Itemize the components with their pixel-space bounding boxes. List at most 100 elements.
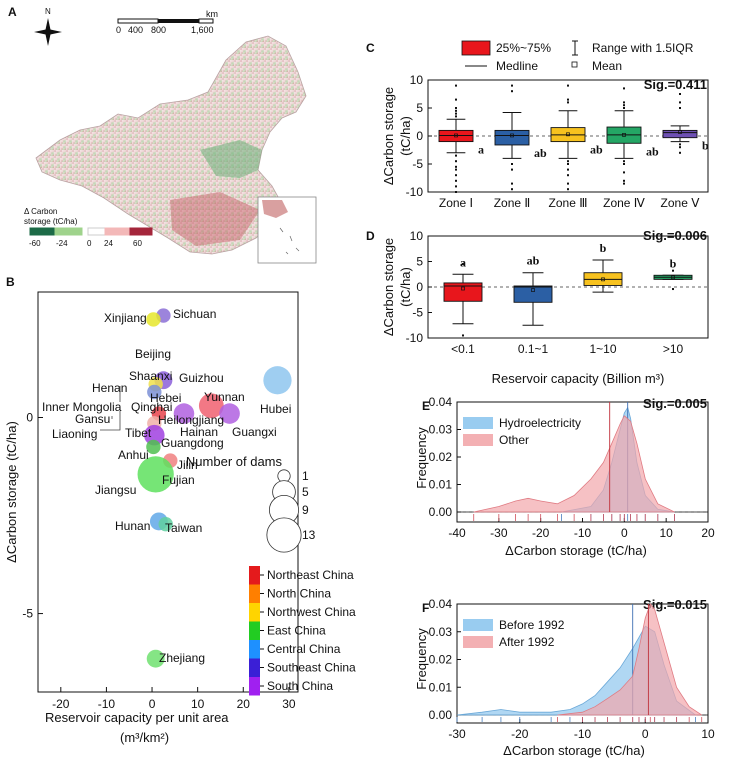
panel-e-xtick-label: -30 xyxy=(490,526,508,540)
color-legend-label: Southeast China xyxy=(267,661,356,675)
panel-d-xtick-label: 0.1~1 xyxy=(518,342,549,356)
panel-d-xtick-label: 1~10 xyxy=(589,342,616,356)
panel-c-outlier xyxy=(623,104,625,107)
panel-e-legend-swatch xyxy=(463,434,493,446)
label-jilin: Jilin xyxy=(177,458,198,472)
map-colorbar xyxy=(29,227,153,236)
panel-f-legend-label: Before 1992 xyxy=(499,618,565,632)
panel-label-e: E xyxy=(422,399,430,413)
color-legend-swatch xyxy=(249,566,260,585)
size-legend-title: Number of dams xyxy=(186,454,283,469)
panel-d-outlier xyxy=(672,269,674,272)
panel-d-mean xyxy=(531,288,535,292)
panel-c-outlier xyxy=(679,93,681,95)
scale-unit: km xyxy=(206,9,218,19)
legend-iqr-swatch xyxy=(461,40,491,56)
legend-iqr-label: 25%~75% xyxy=(496,41,551,55)
panel-c-xtick-label: Zone Ⅲ xyxy=(549,196,588,210)
panel-c-mean xyxy=(622,133,626,137)
panel-c-outlier xyxy=(567,160,569,163)
panel-label-a: A xyxy=(8,5,17,19)
label-hunan: Hunan xyxy=(115,519,150,533)
color-legend-swatch xyxy=(249,603,260,622)
color-legend-label: Northeast China xyxy=(267,568,354,582)
color-legend-label: South China xyxy=(267,679,333,693)
panel-d-group-letter: b xyxy=(600,241,607,255)
label-guizhou: Guizhou xyxy=(179,371,224,385)
legend-range-swatch xyxy=(572,40,578,56)
panel-c-mean xyxy=(566,132,570,137)
panel-f-xtick-label: -10 xyxy=(574,727,592,741)
color-legend-swatch xyxy=(249,658,260,677)
legend-mean-label: Mean xyxy=(592,59,622,73)
panel-c-mean xyxy=(510,133,514,138)
panel-label-f: F xyxy=(422,601,429,615)
panel-c-outlier xyxy=(623,182,625,185)
label-jiangsu: Jiangsu xyxy=(95,483,136,497)
panel-c-outlier xyxy=(623,179,625,182)
legend-range-label: Range with 1.5IQR xyxy=(592,41,694,55)
panel-e-density-chart: Sig.=0.005 Frequency ΔCarbon storage (tC… xyxy=(414,395,715,558)
panel-c-outlier xyxy=(455,191,457,193)
panel-b-xtick-label: -10 xyxy=(98,697,116,711)
panel-f-density-chart: Sig.=0.015 Frequency ΔCarbon storage (tC… xyxy=(414,597,715,758)
panel-b-xtick-label: 0 xyxy=(149,697,156,711)
panel-c-ytick-label: 5 xyxy=(416,101,423,115)
data-point-yunnan xyxy=(198,393,224,419)
panel-d-mean xyxy=(601,277,605,282)
panel-d-mean xyxy=(671,275,675,280)
panel-f-legend-swatch xyxy=(463,619,493,631)
panel-f-ytick-label: 0.04 xyxy=(429,597,453,611)
panel-label-d: D xyxy=(366,229,375,243)
data-point-hainan xyxy=(173,403,195,424)
panel-c-box xyxy=(494,129,530,146)
panel-c-outlier xyxy=(455,165,457,168)
panel-c-outlier xyxy=(679,146,681,149)
panel-c-box xyxy=(438,129,474,143)
panel-f-xtick-label: 0 xyxy=(642,727,649,741)
label-zhejiang: Zhejiang xyxy=(159,651,205,665)
panel-d-xtick-label: <0.1 xyxy=(451,342,475,356)
label-gansu: Gansu xyxy=(75,412,110,426)
panel-d-ytick-label: 0 xyxy=(416,280,423,294)
panel-c-outlier xyxy=(455,112,457,115)
panel-c-box xyxy=(662,129,698,139)
label-liaoning: Liaoning xyxy=(52,427,97,441)
map-legend-tick-0: 0 xyxy=(87,239,92,248)
panel-f-ytick-label: 0.01 xyxy=(429,680,453,694)
data-point-jiangsu xyxy=(137,456,174,493)
panel-d-box xyxy=(443,282,483,302)
label-beijing: Beijing xyxy=(135,347,171,361)
panel-e-legend-label: Other xyxy=(499,433,529,447)
color-legend-label: Northwest China xyxy=(267,605,356,619)
color-legend-label: Central China xyxy=(267,642,341,656)
panel-c-ytick-label: 0 xyxy=(416,129,423,143)
panel-c-outlier xyxy=(567,101,569,104)
size-legend-label: 9 xyxy=(302,503,309,517)
panel-c-outlier xyxy=(511,188,513,191)
panel-f-legend-swatch xyxy=(463,636,493,648)
panel-c-xtick-label: Zone Ⅱ xyxy=(494,196,531,210)
panel-c-outlier xyxy=(511,182,513,185)
panel-c-outlier xyxy=(679,107,681,109)
panel-c-outlier xyxy=(455,98,457,101)
panel-f-xtick-label: 10 xyxy=(701,727,715,741)
panel-c-outlier xyxy=(455,174,457,177)
panel-e-xtick-label: 20 xyxy=(701,526,715,540)
panel-c-outlier xyxy=(455,168,457,171)
panel-e-legend-label: Hydroelectricity xyxy=(499,416,581,430)
label-hainan: Hainan xyxy=(180,425,218,439)
panel-c-outlier xyxy=(567,174,569,177)
panel-e-xtick-label: -40 xyxy=(448,526,466,540)
inset-islands xyxy=(279,227,300,255)
scale-bar: km 0 400 800 1,600 xyxy=(116,9,218,35)
scale-tick-1600: 1,600 xyxy=(191,25,214,35)
panel-c-xtick-label: Zone Ⅰ xyxy=(439,196,473,210)
panel-c-sig: Sig.=0.411 xyxy=(644,77,707,92)
panel-label-b: B xyxy=(6,275,15,289)
panel-d-ytick-label: -10 xyxy=(406,331,424,345)
panel-c-group-letter: ab xyxy=(534,146,547,160)
panel-c-outlier xyxy=(623,160,625,163)
panel-c-outlier xyxy=(511,90,513,93)
label-heilongjiang: Heilongjiang xyxy=(158,413,224,427)
